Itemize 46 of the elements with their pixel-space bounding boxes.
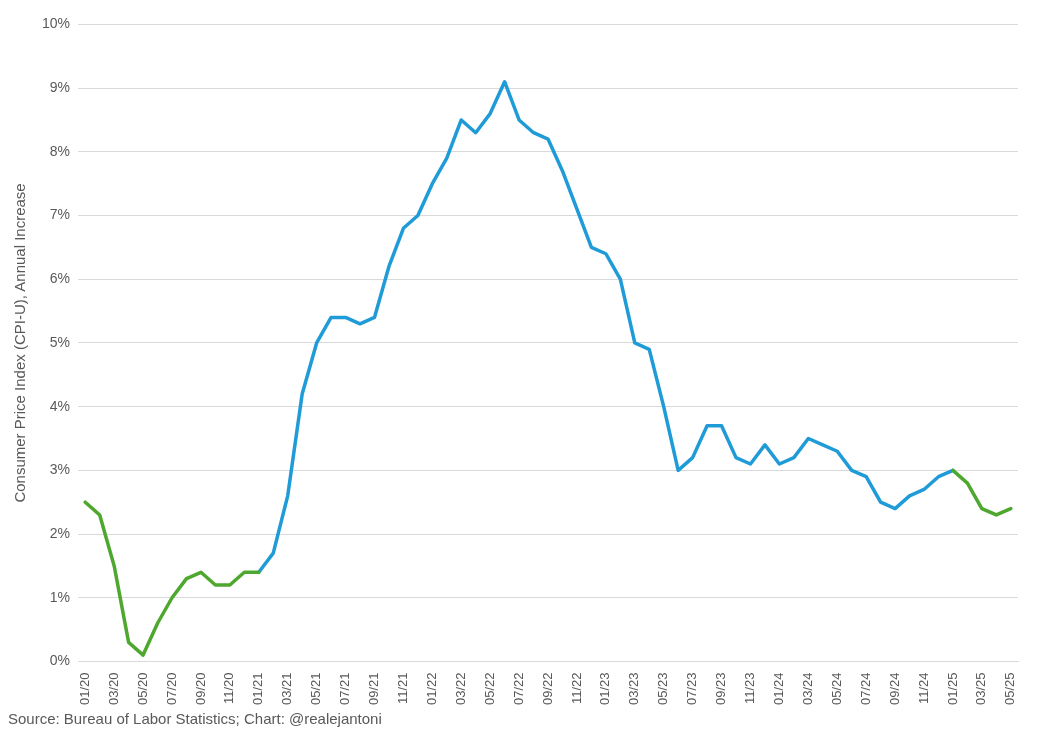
y-tick-label: 6% — [49, 270, 71, 287]
x-tick-label: 05/22 — [481, 672, 497, 706]
x-tick-label: 07/24 — [857, 672, 873, 706]
x-tick-label: 07/23 — [684, 672, 700, 706]
x-tick-label: 07/22 — [510, 672, 526, 706]
x-tick-label: 11/22 — [568, 672, 584, 705]
x-tick-label: 11/21 — [394, 672, 410, 705]
x-tick-label: 01/21 — [250, 672, 266, 706]
x-tick-label: 09/20 — [192, 672, 208, 706]
x-tick-label: 05/20 — [134, 672, 150, 706]
x-tick-label: 05/23 — [655, 672, 671, 706]
source-note: Source: Bureau of Labor Statistics; Chart: @realejantoni — [8, 710, 383, 727]
y-tick-label: 1% — [49, 588, 71, 605]
y-tick-label: 3% — [49, 461, 71, 478]
x-tick-label: 01/22 — [423, 672, 439, 706]
x-tick-label: 03/23 — [626, 672, 642, 706]
x-tick-label: 01/20 — [76, 672, 92, 706]
x-tick-label: 09/22 — [539, 672, 555, 706]
x-tick-label: 03/21 — [279, 672, 295, 706]
x-tick-label: 07/20 — [163, 672, 179, 706]
y-tick-label: 8% — [49, 142, 71, 159]
y-tick-label: 10% — [41, 15, 71, 32]
x-tick-label: 01/24 — [770, 672, 786, 706]
x-tick-label: 05/25 — [1002, 672, 1018, 706]
x-tick-label: 09/23 — [713, 672, 729, 706]
x-tick-label: 03/22 — [452, 672, 468, 706]
y-tick-label: 5% — [49, 333, 71, 350]
y-tick-label: 9% — [49, 78, 71, 95]
x-tick-label: 01/25 — [944, 672, 960, 706]
x-tick-label: 07/21 — [337, 672, 353, 706]
x-tick-label: 09/24 — [886, 672, 902, 706]
x-tick-label: 09/21 — [366, 672, 382, 706]
x-tick-label: 05/21 — [308, 672, 324, 706]
x-tick-label: 11/20 — [221, 672, 237, 705]
x-tick-label: 03/25 — [973, 672, 989, 706]
x-tick-label: 03/24 — [799, 672, 815, 706]
x-tick-label: 11/23 — [742, 672, 758, 705]
y-axis-title: Consumer Price Index (CPI-U), Annual Increase — [11, 183, 29, 503]
y-tick-label: 4% — [49, 397, 71, 414]
x-tick-label: 05/24 — [828, 672, 844, 706]
x-tick-label: 11/24 — [915, 672, 931, 705]
y-tick-label: 0% — [49, 652, 71, 669]
y-tick-label: 7% — [49, 206, 71, 223]
x-tick-label: 03/20 — [105, 672, 121, 706]
y-tick-label: 2% — [49, 524, 71, 541]
x-tick-label: 01/23 — [597, 672, 613, 706]
